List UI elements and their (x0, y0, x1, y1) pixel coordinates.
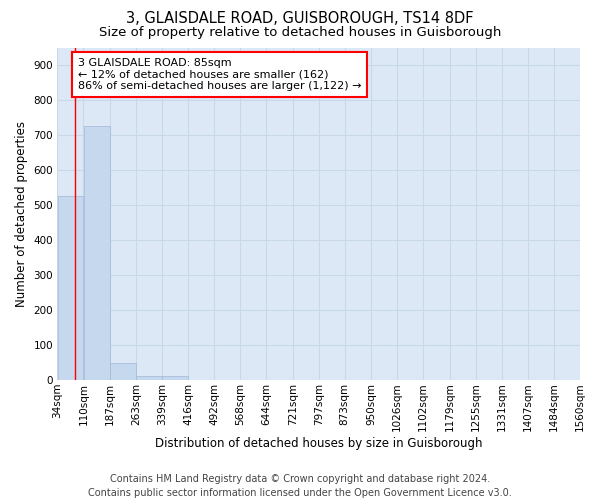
Text: 3 GLAISDALE ROAD: 85sqm
← 12% of detached houses are smaller (162)
86% of semi-d: 3 GLAISDALE ROAD: 85sqm ← 12% of detache… (77, 58, 361, 91)
Text: Size of property relative to detached houses in Guisborough: Size of property relative to detached ho… (99, 26, 501, 39)
Y-axis label: Number of detached properties: Number of detached properties (15, 120, 28, 306)
Text: 3, GLAISDALE ROAD, GUISBOROUGH, TS14 8DF: 3, GLAISDALE ROAD, GUISBOROUGH, TS14 8DF (126, 11, 474, 26)
Bar (58, 196, 83, 380)
Bar (136, 376, 161, 380)
Bar (110, 364, 136, 380)
Text: Contains HM Land Registry data © Crown copyright and database right 2024.
Contai: Contains HM Land Registry data © Crown c… (88, 474, 512, 498)
Bar (162, 376, 188, 380)
Bar (83, 126, 110, 380)
X-axis label: Distribution of detached houses by size in Guisborough: Distribution of detached houses by size … (155, 437, 482, 450)
